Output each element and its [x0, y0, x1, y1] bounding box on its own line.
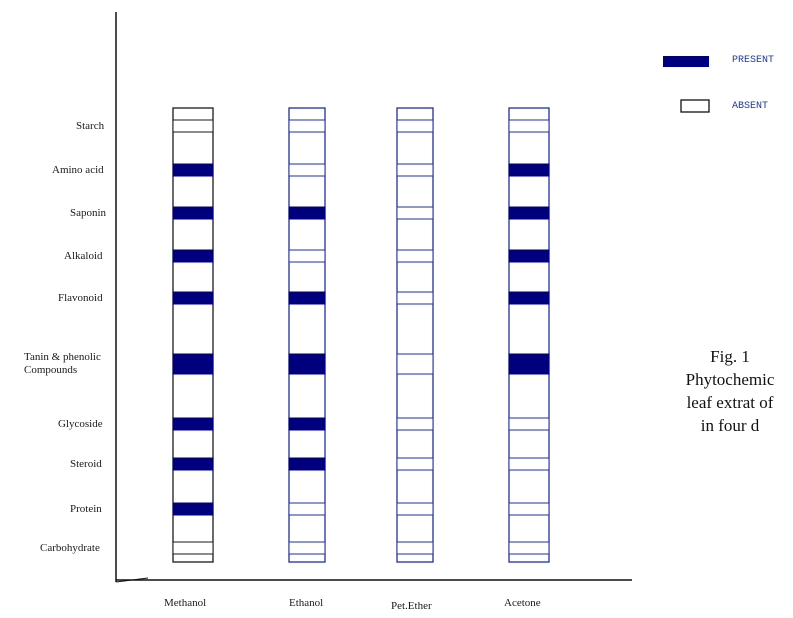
x-tick-label-acetone: Acetone	[504, 597, 541, 609]
caption-line-3: leaf extrat of	[686, 393, 774, 412]
row-label-tanin-phenolic-compounds: Tanin & phenolic Compounds	[24, 351, 101, 376]
cell-acetone-saponin-present	[508, 206, 550, 220]
cell-pet-ether-amino-acid-absent	[396, 163, 434, 177]
cell-acetone-steroid-absent	[508, 457, 550, 471]
figure-caption: Fig. 1 Phytochemic leaf extrat of in fou…	[600, 345, 793, 437]
cell-methanol-starch-absent	[172, 119, 214, 133]
cell-methanol-carbohydrate-absent	[172, 541, 214, 555]
cell-pet-ether-saponin-absent	[396, 206, 434, 220]
cell-methanol-glycoside-present	[172, 417, 214, 431]
cell-pet-ether-alkaloid-absent	[396, 249, 434, 263]
row-label-alkaloid: Alkaloid	[64, 249, 103, 262]
row-label-amino-acid: Amino acid	[52, 163, 104, 176]
cell-pet-ether-carbohydrate-absent	[396, 541, 434, 555]
cell-acetone-glycoside-absent	[508, 417, 550, 431]
cell-ethanol-glycoside-present	[288, 417, 326, 431]
legend-swatch-present	[663, 56, 709, 67]
cell-ethanol-amino-acid-absent	[288, 163, 326, 177]
cell-acetone-flavonoid-present	[508, 291, 550, 305]
cell-ethanol-protein-absent	[288, 502, 326, 516]
column-methanol	[172, 107, 214, 563]
cell-acetone-amino-acid-present	[508, 163, 550, 177]
legend-swatch-absent	[680, 99, 710, 113]
legend-label-present: PRESENT	[732, 55, 775, 66]
caption-line-4: in four d	[700, 416, 760, 435]
cell-methanol-steroid-present	[172, 457, 214, 471]
cell-acetone-starch-absent	[508, 119, 550, 133]
row-label-glycoside: Glycoside	[58, 417, 103, 430]
cell-methanol-saponin-present	[172, 206, 214, 220]
cell-methanol-protein-present	[172, 502, 214, 516]
x-tick-label-methanol: Methanol	[164, 597, 207, 609]
row-label-flavonoid: Flavonoid	[58, 291, 103, 304]
caption-line-1: Fig. 1	[710, 347, 750, 366]
cell-pet-ether-flavonoid-absent	[396, 291, 434, 305]
cell-pet-ether-steroid-absent	[396, 457, 434, 471]
axis-corner-tick	[115, 577, 149, 583]
cell-acetone-alkaloid-present	[508, 249, 550, 263]
row-label-carbohydrate: Carbohydrate	[40, 541, 100, 554]
caption-line-2: Phytochemic	[685, 370, 775, 389]
row-label-saponin: Saponin	[70, 206, 107, 219]
cell-pet-ether-protein-absent	[396, 502, 434, 516]
cell-ethanol-saponin-present	[288, 206, 326, 220]
column-ethanol	[288, 107, 326, 563]
cell-methanol-amino-acid-present	[172, 163, 214, 177]
cell-acetone-protein-absent	[508, 502, 550, 516]
cell-methanol-alkaloid-present	[172, 249, 214, 263]
x-tick-label-ethanol: Ethanol	[289, 597, 324, 609]
column-pet-ether	[396, 107, 434, 563]
cell-acetone-carbohydrate-absent	[508, 541, 550, 555]
legend-label-absent: ABSENT	[732, 101, 769, 112]
column-acetone	[508, 107, 550, 563]
cell-ethanol-alkaloid-absent	[288, 249, 326, 263]
cell-methanol-tanin-phenolic-compounds-present	[172, 353, 214, 375]
cell-acetone-tanin-phenolic-compounds-present	[508, 353, 550, 375]
cell-ethanol-starch-absent	[288, 119, 326, 133]
cell-ethanol-carbohydrate-absent	[288, 541, 326, 555]
row-label-protein: Protein	[70, 502, 102, 515]
x-tick-label-pet-ether: Pet.Ether	[391, 600, 432, 612]
cell-ethanol-tanin-phenolic-compounds-present	[288, 353, 326, 375]
row-label-starch: Starch	[76, 119, 105, 132]
cell-pet-ether-starch-absent	[396, 119, 434, 133]
cell-ethanol-flavonoid-present	[288, 291, 326, 305]
row-label-steroid: Steroid	[70, 457, 102, 470]
cell-pet-ether-tanin-phenolic-compounds-absent	[396, 353, 434, 375]
cell-ethanol-steroid-present	[288, 457, 326, 471]
cell-methanol-flavonoid-present	[172, 291, 214, 305]
cell-pet-ether-glycoside-absent	[396, 417, 434, 431]
